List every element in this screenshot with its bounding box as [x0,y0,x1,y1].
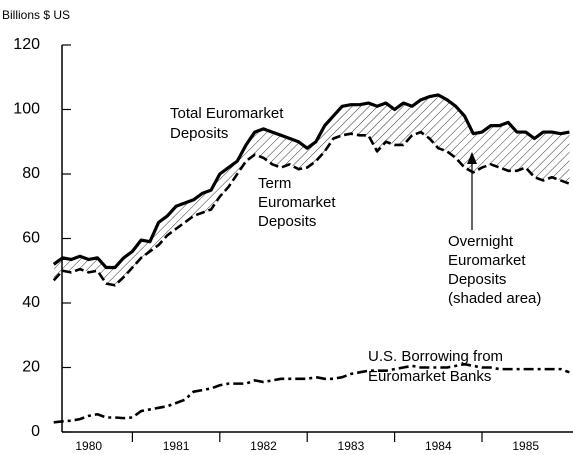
annotation: Euromarket Banks [368,368,491,385]
y-axis-label: Billions $ US [2,8,70,22]
y-tick-label: 100 [13,101,40,118]
annotation: U.S. Borrowing from [368,348,503,365]
annotation: Term [258,175,291,192]
x-tick-label: 1980 [75,439,102,453]
y-tick-label: 20 [22,359,40,376]
y-tick-label: 80 [22,165,40,182]
annotation: Euromarket [448,252,526,269]
annotation: (shaded area) [448,290,541,307]
y-tick-label: 120 [13,36,40,53]
series-line [52,93,570,270]
x-tick-label: 1981 [163,439,190,453]
annotation-arrowhead [467,152,477,164]
x-tick-label: 1984 [425,439,452,453]
shaded-area [53,94,570,286]
y-tick-label: 60 [22,230,40,247]
annotation: Deposits [170,125,228,142]
series-line [53,362,570,424]
x-tick-label: 1982 [250,439,277,453]
annotation: Euromarket [258,194,336,211]
y-tick-label: 40 [22,294,40,311]
annotation: Deposits [258,213,316,230]
x-tick-label: 1983 [338,439,365,453]
annotation: Overnight [448,233,514,250]
annotation: Total Euromarket [170,105,284,122]
annotation: Deposits [448,271,506,288]
y-tick-label: 0 [31,423,40,440]
x-tick-label: 1985 [512,439,539,453]
series-line [52,130,570,287]
